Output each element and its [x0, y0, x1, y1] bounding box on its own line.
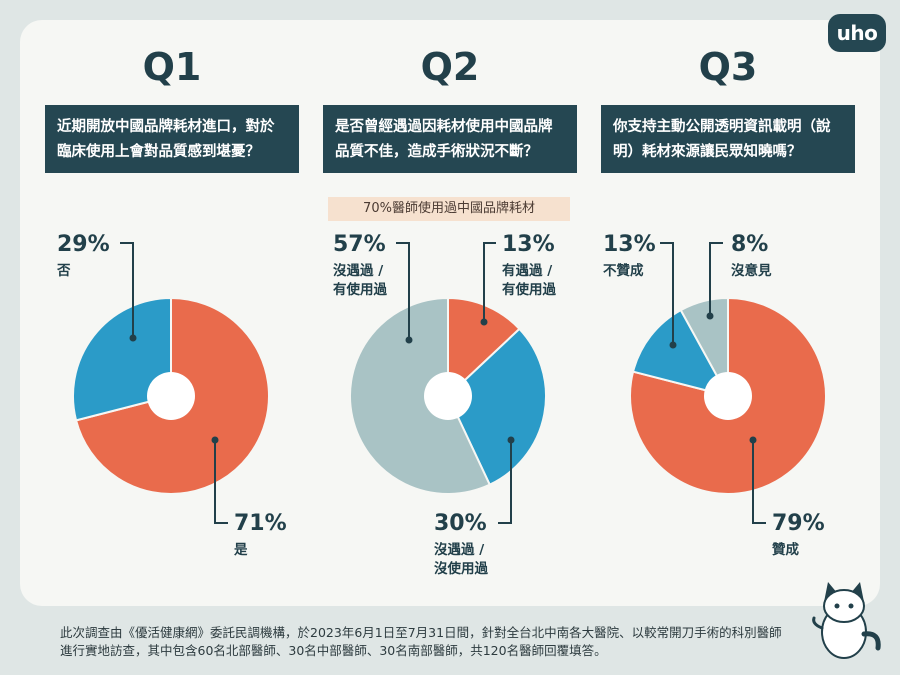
q2-label-57-line1: 沒遇過 /: [333, 263, 384, 279]
q1-leader-no-dot: [129, 334, 137, 342]
q2-label-13-line1: 有遇過 /: [502, 263, 553, 279]
q2-label-13: 有遇過 / 有使用過: [502, 262, 556, 300]
q2-pct-57: 57%: [333, 232, 386, 257]
q3-leader-79: [752, 440, 766, 524]
q3-pct-13: 13%: [603, 232, 656, 257]
q1-leader-yes: [214, 440, 228, 524]
q2-pct-13: 13%: [502, 232, 555, 257]
q3-donut-hole: [704, 372, 752, 420]
q2-label-30-line2: 沒使用過: [434, 561, 488, 577]
q3-pct-79: 79%: [772, 511, 825, 536]
footnote-line2: 進行實地訪查，其中包含60名北部醫師、30名中部醫師、30名南部醫師，共120名…: [60, 643, 607, 658]
q2-donut-chart: [349, 296, 547, 495]
q1-donut-hole: [147, 372, 195, 420]
mascot-cat-icon: [812, 582, 881, 659]
footnote-line1: 此次調查由《優活健康網》委託民調機構，於2023年6月1日至7月31日間，針對全…: [60, 625, 782, 640]
q1-title: Q1: [142, 45, 202, 89]
q3-leader-13: [660, 242, 674, 345]
q1-slice-1: [72, 296, 172, 422]
uho-logo[interactable]: uho: [828, 14, 886, 52]
q2-donut-hole: [424, 372, 472, 420]
q2-label-30: 沒遇過 / 沒使用過: [434, 541, 488, 579]
q1-question-box: 近期開放中國品牌耗材進口，對於 臨床使用上會對品質感到堪憂？: [45, 105, 299, 173]
q1-pct-yes: 71%: [234, 511, 287, 536]
q2-leader-13-dot: [480, 318, 488, 326]
q2-label-57: 沒遇過 / 有使用過: [333, 262, 387, 300]
q2-slice-0: [447, 296, 521, 399]
q2-leader-57: [396, 242, 410, 340]
q1-label-yes: 是: [234, 542, 248, 558]
q3-slice-1: [631, 308, 730, 398]
q2-title: Q2: [420, 45, 480, 89]
q2-question-line2: 品質不佳，造成手術狀況不斷？: [335, 144, 538, 160]
q1-leader-yes-dot: [211, 436, 219, 444]
q3-slice-0: [629, 296, 827, 495]
q3-pct-8: 8%: [731, 232, 769, 257]
q3-title: Q3: [698, 45, 758, 89]
q2-slice-2: [349, 296, 492, 495]
q1-label-no: 否: [57, 263, 71, 279]
q3-slice-2: [679, 296, 729, 397]
q3-label-8: 沒意見: [731, 263, 772, 279]
q3-label-13: 不贊成: [603, 263, 644, 279]
q3-leader-8-dot: [706, 312, 714, 320]
q2-label-57-line2: 有使用過: [333, 282, 387, 298]
q3-question-line1: 你支持主動公開透明資訊載明（說: [613, 119, 831, 135]
q3-donut-chart: [629, 296, 827, 495]
survey-footnote: 此次調查由《優活健康網》委託民調機構，於2023年6月1日至7月31日間，針對全…: [60, 624, 820, 660]
q3-question-line2: 明）耗材來源讓民眾知曉嗎？: [613, 144, 802, 160]
q1-question-line1: 近期開放中國品牌耗材進口，對於: [57, 119, 275, 135]
q2-pct-30: 30%: [434, 511, 487, 536]
q2-leader-57-dot: [405, 336, 413, 344]
q2-leader-30: [498, 440, 512, 524]
q1-pct-no: 29%: [57, 232, 110, 257]
q2-question-box: 是否曾經遇過因耗材使用中國品牌 品質不佳，造成手術狀況不斷？: [323, 105, 577, 173]
q3-leader-8: [709, 242, 723, 316]
q2-label-30-line1: 沒遇過 /: [434, 542, 485, 558]
q3-leader-13-dot: [669, 341, 677, 349]
q3-leader-79-dot: [749, 436, 757, 444]
q2-question-line1: 是否曾經遇過因耗材使用中國品牌: [335, 119, 553, 135]
q1-donut-chart: [72, 296, 270, 495]
q2-label-13-line2: 有使用過: [502, 282, 556, 298]
q3-label-79: 贊成: [772, 542, 799, 558]
q3-question-box: 你支持主動公開透明資訊載明（說 明）耗材來源讓民眾知曉嗎？: [601, 105, 855, 173]
q2-leader-13: [483, 242, 496, 322]
q1-leader-no: [120, 242, 134, 338]
q1-question-line2: 臨床使用上會對品質感到堪憂？: [57, 144, 260, 160]
q2-note-badge: 70%醫師使用過中國品牌耗材: [328, 197, 570, 221]
q2-leader-30-dot: [507, 436, 515, 444]
